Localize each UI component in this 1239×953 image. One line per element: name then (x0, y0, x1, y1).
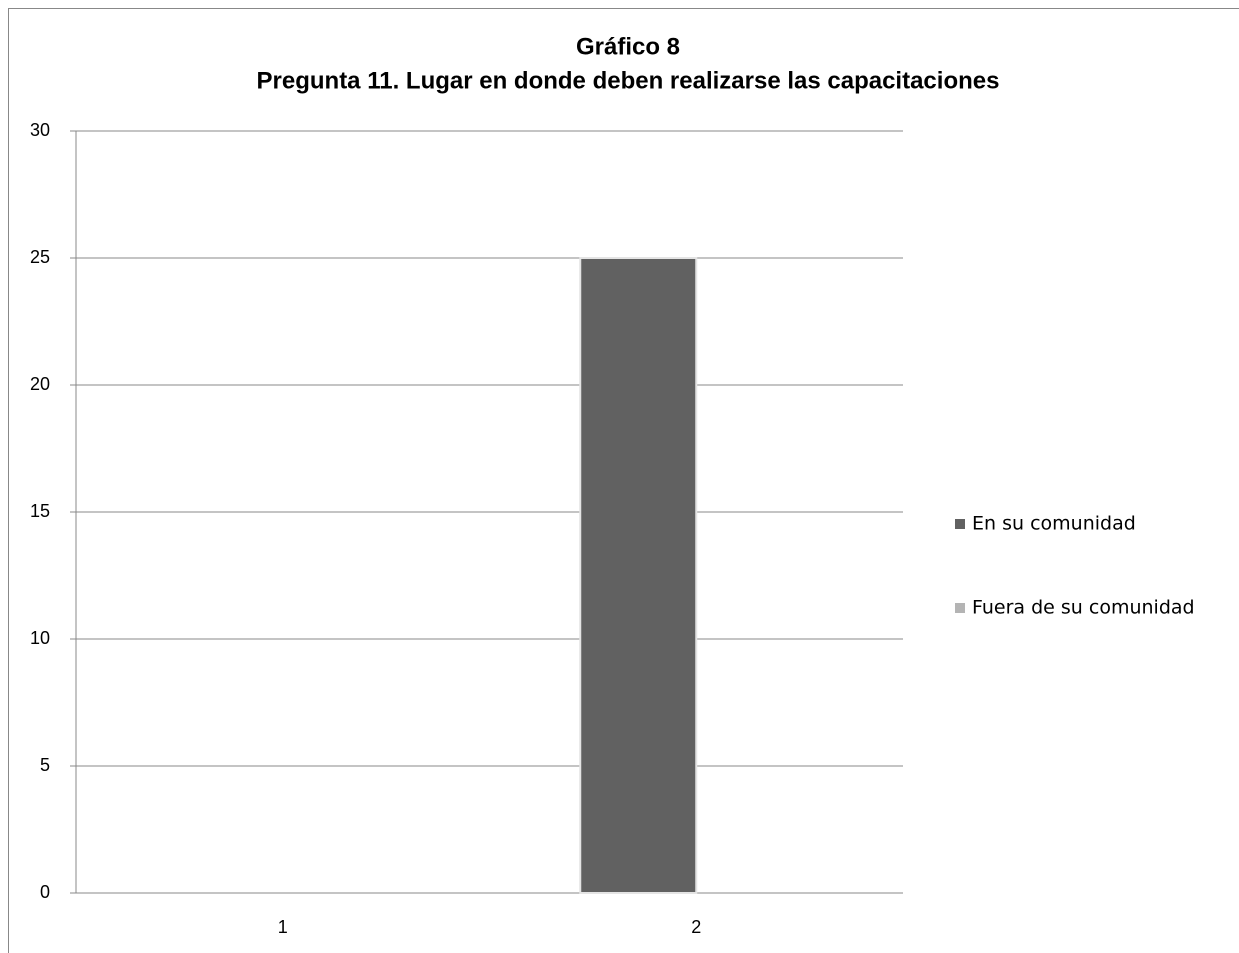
y-tick-label: 10 (30, 628, 50, 648)
y-tick-label: 20 (30, 374, 50, 394)
chart-title: Gráfico 8 (576, 33, 680, 60)
legend-swatch (955, 603, 965, 613)
y-tick-label: 30 (30, 120, 50, 140)
bar (579, 257, 698, 894)
chart-subtitle: Pregunta 11. Lugar en donde deben realiz… (257, 67, 1000, 94)
legend-label: En su comunidad (972, 513, 1136, 535)
legend-swatch (955, 519, 965, 529)
x-tick-label: 2 (691, 917, 701, 937)
legend-label: Fuera de su comunidad (972, 597, 1195, 619)
y-tick-label: 0 (40, 882, 50, 902)
chart-frame (8, 8, 1239, 953)
x-tick-label: 1 (278, 917, 288, 937)
y-tick-label: 5 (40, 755, 50, 775)
y-tick-label: 15 (30, 501, 50, 521)
y-tick-label: 25 (30, 247, 50, 267)
